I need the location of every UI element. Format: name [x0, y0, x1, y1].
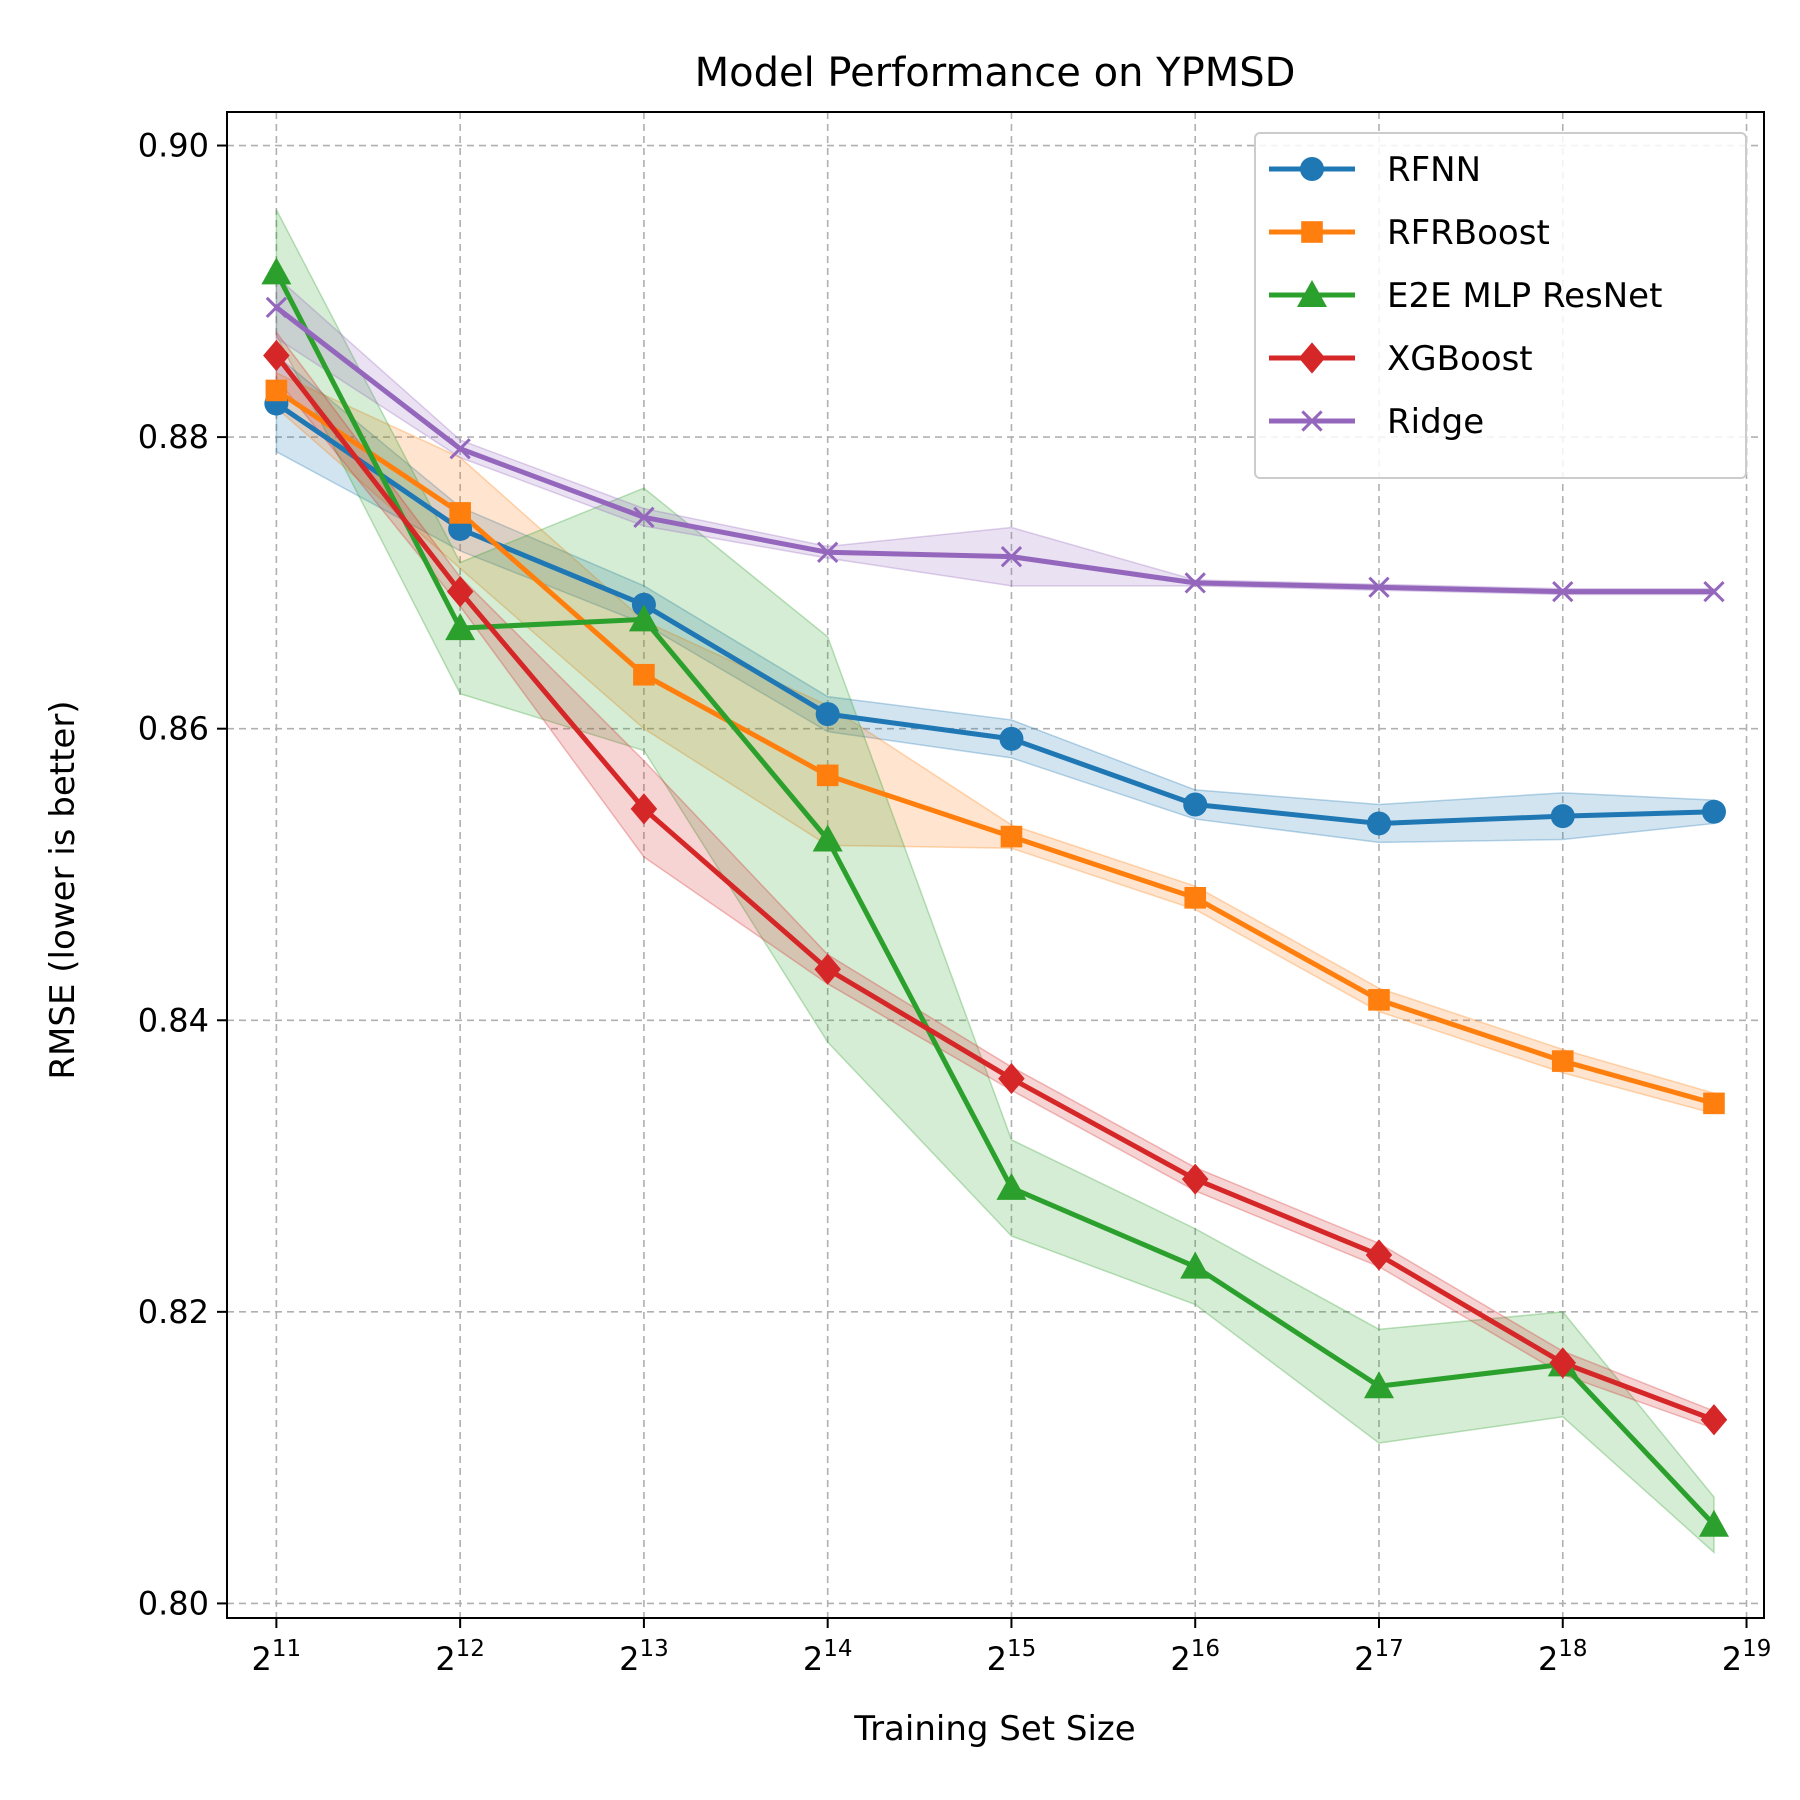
rfrboost-point: [1368, 989, 1390, 1011]
xgboost-point: [814, 953, 841, 985]
legend-label-xgboost: XGBoost: [1387, 339, 1533, 379]
rfnn-point: [1701, 799, 1726, 824]
legend-marker-ridge: [1301, 410, 1323, 432]
ridge-point: [449, 438, 471, 460]
rfrboost-point: [1184, 887, 1207, 909]
rfrboost-point: [1000, 825, 1023, 848]
y-tick-label: 0.80: [138, 1584, 209, 1622]
legend-label-rfrboost: RFRBoost: [1387, 213, 1550, 253]
xgboost-point: [1181, 1163, 1209, 1195]
rfrboost-point: [816, 764, 839, 787]
x-tick-label: 211: [252, 1636, 302, 1678]
chart-title: Model Performance on YPMSD: [695, 50, 1296, 96]
rfnn-point: [999, 726, 1024, 751]
legend: RFNN RFRBoost E2E MLP ResNet XGBoost Ridge: [1254, 132, 1747, 479]
rfrboost-point: [1703, 1092, 1725, 1115]
x-tick-label: 214: [803, 1636, 853, 1678]
e2e-mlp-resnet-point: [261, 257, 292, 285]
legend-label-ridge: Ridge: [1387, 402, 1484, 442]
legend-marker-e2e-mlp-resnet: [1297, 280, 1327, 307]
rfrboost-point: [1551, 1050, 1574, 1072]
xgboost-point: [263, 339, 290, 372]
legend-box: [1254, 132, 1747, 479]
rfnn-point: [815, 702, 840, 727]
rfrboost-point: [633, 663, 655, 686]
xgboost-point: [998, 1062, 1025, 1095]
legend-marker-xgboost: [1298, 342, 1326, 374]
y-tick-label: 0.90: [138, 127, 209, 165]
y-tick-label: 0.82: [138, 1293, 209, 1331]
x-tick-label: 212: [435, 1636, 485, 1678]
e2e-mlp-resnet-point: [445, 613, 476, 641]
e2e-mlp-resnet-point: [628, 604, 659, 632]
y-axis-title: RMSE (lower is better): [43, 700, 83, 1079]
ridge-point: [1184, 572, 1206, 594]
e2e-mlp-resnet-point: [812, 824, 843, 852]
ridge-point: [1552, 580, 1574, 603]
rfrboost-point: [265, 379, 288, 402]
e2e-mlp-resnet-point: [1698, 1509, 1729, 1537]
plot-area-frame: [226, 111, 1765, 1619]
rfnn-point: [1183, 792, 1208, 817]
ridge-point: [817, 541, 839, 563]
x-tick-label: 216: [1170, 1636, 1220, 1678]
ridge-point: [633, 506, 655, 528]
x-axis-title: Training Set Size: [853, 1709, 1135, 1749]
legend-label-e2e-mlp-resnet: E2E MLP ResNet: [1387, 276, 1662, 316]
series-markers: [261, 257, 1729, 1537]
ridge-point: [1703, 580, 1725, 603]
xgboost-point: [1700, 1404, 1728, 1436]
x-axis-ticks: 211 212 213 214 215 216 217 218 219: [252, 1618, 1772, 1678]
e2e-mlp-resnet-band: [275, 209, 1715, 1555]
rfnn-point: [1366, 811, 1391, 836]
ridge-point: [1000, 545, 1023, 568]
xgboost-point: [446, 576, 474, 608]
rfnn-point: [1550, 804, 1575, 829]
ridge-point: [265, 296, 288, 319]
e2e-mlp-resnet-point: [996, 1172, 1027, 1200]
e2e-mlp-resnet-point: [1180, 1251, 1211, 1279]
e2e-mlp-resnet-point: [1363, 1371, 1394, 1399]
legend-marker-rfnn: [1300, 157, 1324, 181]
ridge-point: [1368, 576, 1390, 598]
y-axis-ticks: 0.80 0.82 0.84 0.86 0.88 0.90: [138, 127, 227, 1622]
legend-label-rfnn: RFNN: [1387, 150, 1481, 190]
x-tick-label: 217: [1354, 1636, 1404, 1678]
x-tick-label: 218: [1538, 1636, 1588, 1678]
legend-marker-rfrboost: [1301, 221, 1323, 243]
xgboost-point: [1365, 1239, 1393, 1271]
xgboost-point: [630, 793, 658, 825]
xgboost-point: [1549, 1347, 1577, 1379]
x-tick-label: 213: [619, 1636, 669, 1678]
x-tick-label: 215: [987, 1636, 1037, 1678]
y-tick-label: 0.88: [138, 418, 209, 456]
y-tick-label: 0.84: [138, 1001, 209, 1039]
y-tick-label: 0.86: [138, 710, 209, 748]
x-tick-label: 219: [1722, 1636, 1772, 1678]
rfrboost-point: [449, 502, 471, 524]
